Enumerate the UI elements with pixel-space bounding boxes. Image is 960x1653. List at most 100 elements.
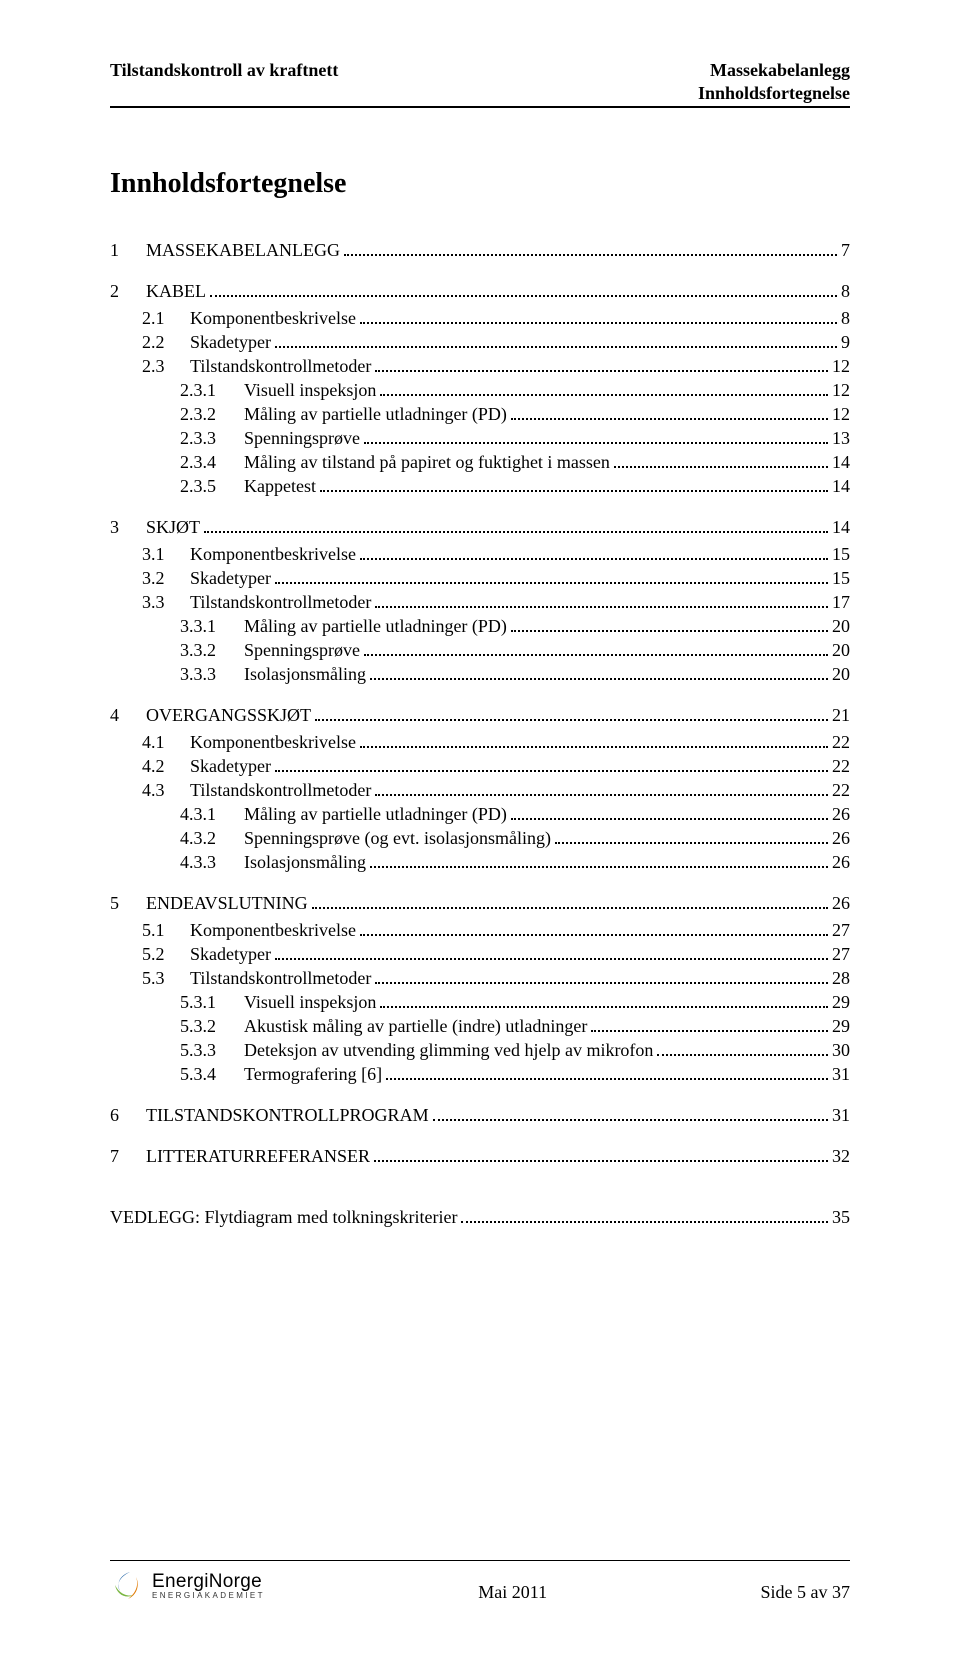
toc-row: 3.3 Tilstandskontrollmetoder 17	[110, 592, 850, 613]
toc-row: 4.3.2Spenningsprøve (og evt. isolasjonsm…	[110, 828, 850, 849]
toc-num: 5.3	[142, 968, 176, 989]
toc-row: 3.3.2Spenningsprøve20	[110, 640, 850, 661]
toc-dots	[360, 558, 828, 560]
toc-label: Komponentbeskrivelse	[190, 308, 356, 329]
toc-num: 2.3.1	[180, 380, 230, 401]
toc-num: 5.3.2	[180, 1016, 230, 1037]
toc: 1MASSEKABELANLEGG72KABEL82.1Komponentbes…	[110, 240, 850, 1167]
toc-dots	[511, 818, 828, 820]
toc-page: 20	[832, 664, 850, 685]
toc-page: 15	[832, 544, 850, 565]
toc-row: 4.3Tilstandskontrollmetoder22	[110, 780, 850, 801]
toc-page: 12	[832, 404, 850, 425]
page: Tilstandskontroll av kraftnett Massekabe…	[0, 0, 960, 1228]
toc-label: Måling av partielle utladninger (PD)	[244, 404, 507, 425]
toc-page: 29	[832, 1016, 850, 1037]
toc-row: 2.3.4Måling av tilstand på papiret og fu…	[110, 452, 850, 473]
toc-num: 1	[110, 240, 132, 261]
toc-dots	[360, 746, 828, 748]
toc-dots	[657, 1054, 828, 1056]
toc-num: 5	[110, 893, 132, 914]
toc-label: SKJØT	[146, 517, 200, 538]
toc-dots	[312, 907, 828, 909]
header-right: Massekabelanlegg Innholdsfortegnelse	[698, 60, 850, 104]
toc-num: 3.3	[142, 592, 176, 613]
toc-num: 3.3.2	[180, 640, 230, 661]
toc-page: 28	[832, 968, 850, 989]
toc-row: 2.1 Komponentbeskrivelse 8	[110, 308, 850, 329]
logo-icon	[110, 1569, 144, 1603]
toc-num: 5.3.1	[180, 992, 230, 1013]
toc-num: 3.2	[142, 568, 176, 589]
toc-label: Tilstandskontrollmetoder	[190, 592, 371, 613]
toc-num: 5.3.3	[180, 1040, 230, 1061]
toc-dots	[433, 1119, 828, 1121]
toc-num: 2.1	[142, 308, 176, 329]
toc-row: 2.2Skadetyper9	[110, 332, 850, 353]
toc-dots	[275, 582, 828, 584]
toc-label: Isolasjonsmåling	[244, 852, 366, 873]
appendix-page: 35	[832, 1207, 850, 1228]
toc-row: 5.3.1 Visuell inspeksjon 29	[110, 992, 850, 1013]
toc-row: 5.3.4Termografering [6]31	[110, 1064, 850, 1085]
toc-dots	[275, 770, 828, 772]
header-right-line2: Innholdsfortegnelse	[698, 83, 850, 104]
toc-num: 4.1	[142, 732, 176, 753]
toc-page: 22	[832, 756, 850, 777]
toc-dots	[360, 322, 837, 324]
page-footer: EnergiNorge ENERGIAKADEMIET Mai 2011 Sid…	[0, 1560, 960, 1603]
toc-num: 2.3.5	[180, 476, 230, 497]
toc-num: 5.2	[142, 944, 176, 965]
logo-main-text: EnergiNorge	[152, 1572, 265, 1592]
toc-row: 2.3.1Visuell inspeksjon12	[110, 380, 850, 401]
toc-num: 4.3	[142, 780, 176, 801]
toc-num: 2	[110, 281, 132, 302]
toc-label: Komponentbeskrivelse	[190, 544, 356, 565]
toc-dots	[210, 295, 837, 297]
toc-page: 17	[832, 592, 850, 613]
toc-dots	[364, 654, 828, 656]
toc-page: 12	[832, 380, 850, 401]
toc-row: 6TILSTANDSKONTROLLPROGRAM31	[110, 1105, 850, 1126]
toc-dots	[364, 442, 828, 444]
toc-page: 21	[832, 705, 850, 726]
toc-label: Spenningsprøve	[244, 428, 360, 449]
toc-dots	[380, 394, 828, 396]
toc-page: 31	[832, 1105, 850, 1126]
toc-label: Isolasjonsmåling	[244, 664, 366, 685]
toc-dots	[370, 866, 828, 868]
toc-dots	[344, 254, 837, 256]
toc-label: Tilstandskontrollmetoder	[190, 780, 371, 801]
toc-dots	[511, 418, 828, 420]
toc-page: 12	[832, 356, 850, 377]
toc-num: 2.3.3	[180, 428, 230, 449]
toc-page: 26	[832, 804, 850, 825]
toc-num: 4	[110, 705, 132, 726]
toc-label: LITTERATURREFERANSER	[146, 1146, 370, 1167]
page-header: Tilstandskontroll av kraftnett Massekabe…	[110, 60, 850, 108]
toc-dots	[375, 606, 828, 608]
toc-page: 7	[841, 240, 850, 261]
toc-page: 30	[832, 1040, 850, 1061]
toc-page: 8	[841, 308, 850, 329]
toc-num: 4.3.1	[180, 804, 230, 825]
toc-row: 1MASSEKABELANLEGG7	[110, 240, 850, 261]
toc-dots	[275, 958, 828, 960]
toc-page: 29	[832, 992, 850, 1013]
toc-page: 31	[832, 1064, 850, 1085]
toc-row: 5.2Skadetyper27	[110, 944, 850, 965]
toc-page: 26	[832, 828, 850, 849]
toc-page: 8	[841, 281, 850, 302]
toc-dots	[380, 1006, 828, 1008]
toc-row: 5.1Komponentbeskrivelse27	[110, 920, 850, 941]
toc-num: 7	[110, 1146, 132, 1167]
logo-sub-text: ENERGIAKADEMIET	[152, 1592, 265, 1600]
toc-num: 2.3.4	[180, 452, 230, 473]
toc-label: Måling av partielle utladninger (PD)	[244, 804, 507, 825]
toc-label: Visuell inspeksjon	[244, 992, 376, 1013]
toc-num: 3	[110, 517, 132, 538]
toc-row: 4.3.3Isolasjonsmåling26	[110, 852, 850, 873]
toc-row: 5ENDEAVSLUTNING26	[110, 893, 850, 914]
toc-num: 5.1	[142, 920, 176, 941]
toc-row: 5.3Tilstandskontrollmetoder28	[110, 968, 850, 989]
